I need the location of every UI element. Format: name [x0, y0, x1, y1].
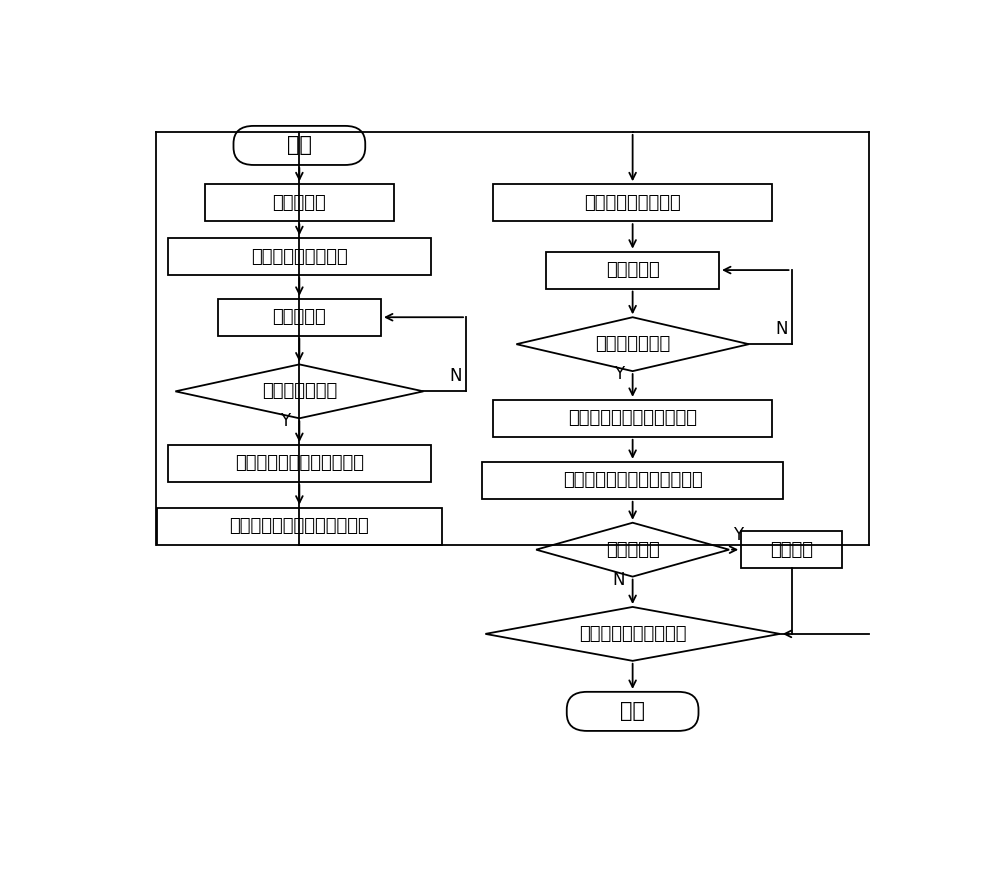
- Bar: [493, 400, 772, 437]
- Text: 到达指定时间？: 到达指定时间？: [262, 382, 337, 401]
- Text: 结束: 结束: [620, 702, 645, 721]
- Text: 异常判定？: 异常判定？: [606, 541, 660, 558]
- Text: 参考点进气通道打开: 参考点进气通道打开: [251, 248, 348, 266]
- Text: 参考点空气的太赫兹光谱检测: 参考点空气的太赫兹光谱检测: [230, 517, 369, 536]
- Text: 报警提示: 报警提示: [770, 541, 813, 558]
- Text: N: N: [612, 570, 625, 589]
- Text: 所有检测点检测完毕？: 所有检测点检测完毕？: [579, 625, 686, 643]
- Text: 到达指定时间？: 到达指定时间？: [595, 335, 670, 354]
- Bar: [168, 444, 431, 482]
- Bar: [168, 238, 431, 275]
- Bar: [218, 298, 381, 336]
- Text: 进气通道关闭，抽气泵关闭: 进气通道关闭，抽气泵关闭: [235, 454, 364, 472]
- Text: Y: Y: [733, 526, 743, 543]
- Text: 开始: 开始: [287, 136, 312, 156]
- Bar: [741, 531, 842, 568]
- Text: 系统初始化: 系统初始化: [272, 193, 326, 212]
- Text: N: N: [450, 368, 462, 385]
- Bar: [493, 184, 772, 221]
- Bar: [546, 251, 719, 289]
- Text: 进气通道关闭，抽气泵关闭: 进气通道关闭，抽气泵关闭: [568, 410, 697, 427]
- Text: 抽气泵运行: 抽气泵运行: [606, 261, 660, 279]
- Text: Y: Y: [614, 365, 624, 383]
- Text: 检测点空气的太赫兹光谱检测: 检测点空气的太赫兹光谱检测: [563, 472, 702, 489]
- Bar: [157, 507, 442, 544]
- Text: N: N: [775, 320, 788, 338]
- Bar: [482, 462, 783, 499]
- Text: 抽气泵运行: 抽气泵运行: [272, 308, 326, 326]
- Text: 检测点进气通道打开: 检测点进气通道打开: [584, 193, 681, 212]
- Text: Y: Y: [280, 412, 290, 430]
- Bar: [205, 184, 394, 221]
